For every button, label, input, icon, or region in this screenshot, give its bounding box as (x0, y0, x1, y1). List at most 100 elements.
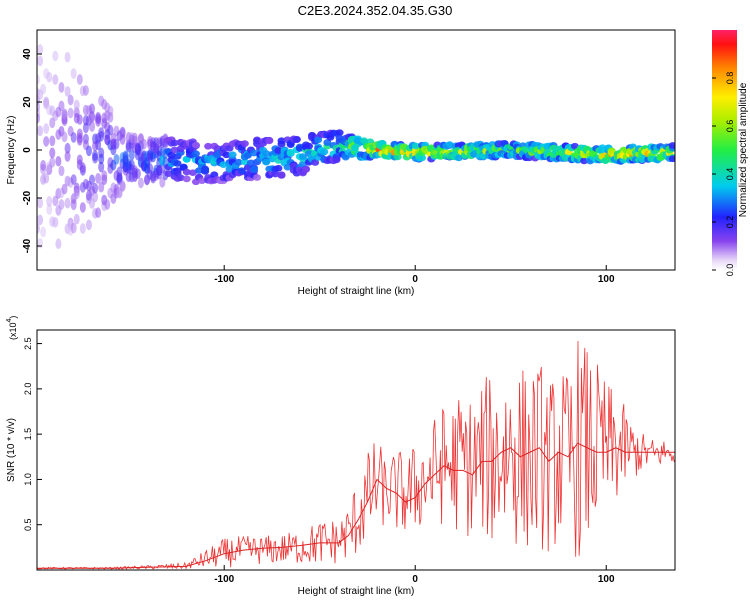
spectrogram-cell (70, 222, 77, 234)
x-tick-label: 100 (598, 574, 615, 585)
spectrogram-cell (188, 169, 197, 177)
spectrogram-cell (37, 112, 40, 124)
x-tick-label: -100 (214, 574, 234, 585)
spectrogram-cell (286, 148, 295, 156)
spectrogram-cell (98, 161, 105, 173)
spectrogram-cell (40, 160, 47, 171)
spectrogram-cell (243, 152, 252, 159)
colorbar: 0.0 0.2 0.4 0.6 0.8 Normalized spectral ampl… (712, 30, 749, 276)
spectrogram-cell (70, 132, 77, 143)
colorbar-tick-label: 0.8 (725, 72, 735, 85)
spectrogram-cell (191, 150, 200, 158)
spectrogram-cell (234, 158, 243, 166)
spectrogram-cell (64, 86, 71, 97)
spectrogram-cell (104, 199, 111, 210)
spectrogram-cell (301, 166, 310, 173)
spectrogram-y-label: Frequency (Hz) (6, 116, 17, 185)
spectrogram-cell (58, 81, 65, 93)
spectrogram-cell (67, 107, 74, 119)
spectrogram-cell (170, 146, 179, 154)
spectrogram-cell (52, 50, 59, 62)
spectrogram-cell (335, 129, 344, 136)
y-tick-label: -40 (22, 238, 33, 253)
spectrogram-cell (198, 177, 207, 185)
colorbar-ticks: 0.0 0.2 0.4 0.6 0.8 (712, 72, 735, 277)
spectrogram-cell (204, 142, 213, 150)
spectrogram-cell (58, 100, 65, 112)
spectrogram-cell (222, 151, 231, 159)
spectrogram-cell (82, 85, 89, 96)
spectrogram-cell (277, 137, 286, 145)
snr-multiplier-base: (x104) (6, 316, 18, 340)
spectrogram-cell (58, 199, 65, 210)
spectrogram-cell (37, 214, 44, 226)
y-tick-label: 2.0 (23, 383, 33, 396)
y-tick-label: 0.5 (23, 518, 33, 531)
spectrogram-cell (37, 197, 44, 209)
spectrogram-cell (76, 74, 83, 85)
spectrogram-cell (76, 114, 83, 125)
spectrogram-cell (52, 195, 59, 207)
spectrogram-cell (70, 174, 77, 185)
spectrogram-cell (140, 138, 147, 150)
spectrogram-cell (411, 142, 420, 150)
spectrogram-cell (89, 103, 96, 115)
y-tick-label: 40 (22, 48, 33, 60)
spectrogram-cell (52, 217, 59, 228)
y-tick-label: 2.5 (23, 337, 33, 350)
spectrogram-cell (225, 165, 234, 173)
snr-multiplier: (x104) (6, 316, 18, 340)
spectrogram-cell (668, 155, 675, 163)
y-tick-label: 1.0 (23, 473, 33, 486)
spectrogram-cell (85, 219, 92, 231)
spectrogram-cell (320, 148, 329, 156)
spectrogram-cell (393, 153, 402, 161)
spectrogram-cell (668, 142, 675, 149)
spectrogram-cell (253, 137, 262, 145)
spectrogram-cell (182, 168, 191, 176)
spectrogram-cell (61, 109, 68, 120)
spectrogram-cell (274, 164, 283, 172)
spectrogram-cell (314, 136, 323, 144)
spectrogram-cell (95, 139, 102, 151)
spectrogram-cell (64, 142, 71, 154)
spectrogram-cell (176, 174, 185, 182)
snr-line (37, 442, 675, 569)
spectrogram-cell (116, 166, 123, 178)
colorbar-tick-label: 0.4 (725, 168, 735, 181)
spectrogram-cell (418, 154, 427, 162)
spectrogram-cell (37, 223, 40, 234)
spectrogram-cell (49, 147, 56, 159)
spectrogram-cell (164, 170, 173, 177)
spectrogram-y-ticks: -40 -20 0 20 40 (22, 48, 42, 253)
spectrogram-cell (55, 238, 62, 250)
spectrogram-cell (64, 197, 71, 209)
spectrogram-cell (271, 170, 280, 178)
spectrogram-cell (107, 111, 114, 123)
colorbar-tick-label: 0.2 (725, 216, 735, 229)
colorbar-tick-label: 0.0 (725, 264, 735, 277)
y-tick-label: -20 (22, 190, 33, 205)
spectrogram-cell (295, 145, 304, 152)
spectrogram-cell (64, 151, 71, 162)
spectrogram-cell (46, 195, 53, 207)
spectrogram-cell (58, 165, 65, 177)
spectrogram-cell (95, 207, 102, 219)
spectrogram-cell (37, 74, 40, 85)
spectrogram-cell (55, 155, 62, 167)
spectrogram-cell (360, 137, 369, 145)
spectrogram-x-label: Height of straight line (km) (298, 286, 415, 297)
spectrogram-cell (131, 132, 138, 144)
colorbar-gradient (712, 30, 737, 270)
spectrogram-cell (246, 159, 255, 167)
spectrogram-cell (98, 147, 105, 159)
spectrogram-cell (167, 151, 176, 159)
spectrogram-cell (61, 183, 68, 195)
spectrogram-cell (49, 135, 56, 147)
spectrogram-cell (305, 142, 314, 150)
spectrogram-cell (179, 163, 188, 171)
spectrogram-cell (79, 162, 86, 173)
spectrogram-cell (98, 127, 105, 138)
spectrogram-cell (95, 172, 102, 184)
